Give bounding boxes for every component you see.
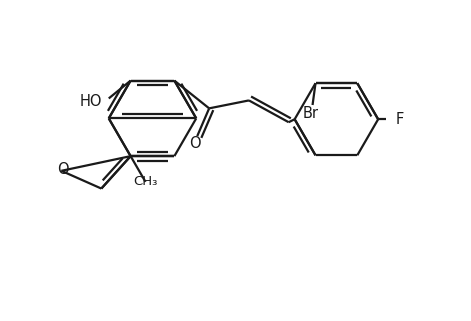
Text: O: O xyxy=(189,135,201,151)
Text: O: O xyxy=(57,162,69,177)
Text: F: F xyxy=(396,112,404,127)
Text: Br: Br xyxy=(302,107,318,121)
Text: CH₃: CH₃ xyxy=(133,175,158,188)
Text: HO: HO xyxy=(80,94,102,109)
